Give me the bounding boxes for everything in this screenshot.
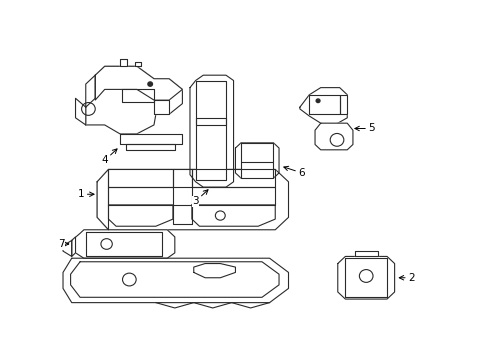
Text: 2: 2 (398, 273, 414, 283)
Polygon shape (173, 205, 191, 224)
Polygon shape (120, 59, 127, 66)
Text: 4: 4 (101, 149, 117, 166)
Polygon shape (154, 100, 169, 114)
Text: 6: 6 (283, 166, 305, 178)
Text: 5: 5 (354, 123, 374, 134)
Polygon shape (235, 143, 279, 178)
Polygon shape (314, 123, 352, 150)
Polygon shape (354, 251, 377, 256)
Polygon shape (85, 75, 95, 107)
Polygon shape (125, 144, 175, 150)
Text: 3: 3 (192, 190, 207, 206)
Polygon shape (189, 75, 233, 187)
Polygon shape (191, 205, 275, 226)
Polygon shape (85, 66, 182, 134)
Polygon shape (191, 169, 275, 187)
Polygon shape (191, 187, 275, 205)
Polygon shape (108, 169, 173, 187)
Polygon shape (337, 256, 394, 299)
Text: 1: 1 (78, 189, 94, 199)
Polygon shape (63, 240, 72, 256)
Polygon shape (173, 169, 191, 187)
Polygon shape (241, 143, 273, 178)
Polygon shape (339, 95, 346, 114)
Circle shape (316, 99, 319, 103)
Polygon shape (95, 66, 182, 100)
Polygon shape (63, 258, 288, 303)
Polygon shape (72, 230, 175, 258)
Polygon shape (97, 169, 288, 230)
Polygon shape (72, 237, 75, 256)
Polygon shape (195, 81, 225, 180)
Polygon shape (108, 205, 173, 226)
Polygon shape (108, 187, 173, 205)
Circle shape (147, 82, 152, 86)
Polygon shape (97, 169, 108, 230)
Polygon shape (299, 87, 346, 125)
Polygon shape (309, 95, 339, 114)
Polygon shape (120, 134, 182, 144)
Text: 7: 7 (58, 239, 68, 249)
Polygon shape (75, 98, 85, 125)
Polygon shape (135, 62, 141, 66)
